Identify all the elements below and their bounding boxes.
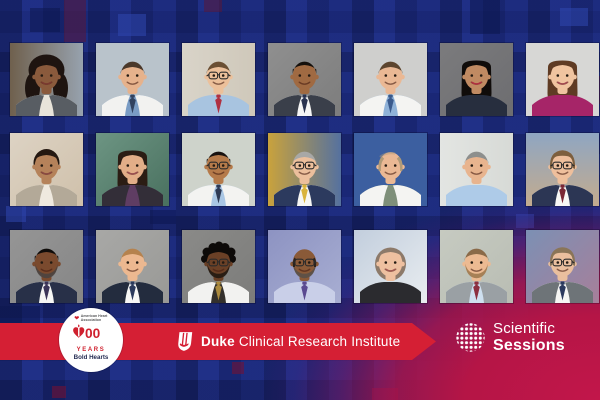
duke-shield-icon xyxy=(178,332,193,351)
aha-org-row: ❤ American Heart Association xyxy=(59,308,123,323)
sessions-line1: Scientific xyxy=(493,320,556,337)
headshot-r2-c7 xyxy=(526,133,599,206)
scientific-sessions-lockup: Scientific Sessions xyxy=(455,321,565,354)
photo-grid-row-3 xyxy=(10,230,599,303)
duke-logo-lockup: Duke Clinical Research Institute xyxy=(177,331,400,352)
aha-zeros: 00 xyxy=(85,326,101,341)
aha-heart-icon: ❤ xyxy=(74,315,80,322)
headshot-r3-c3 xyxy=(182,230,255,303)
headshot-r2-c1 xyxy=(10,133,83,206)
aha-years-label: YEARS xyxy=(76,346,106,353)
dotted-globe-icon xyxy=(456,323,485,352)
aha-org-name: American Heart Association xyxy=(80,314,108,322)
sessions-line2: Sessions xyxy=(493,337,565,354)
photo-grid-row-1 xyxy=(10,43,599,116)
headshot-r3-c1 xyxy=(10,230,83,303)
headshot-r2-c4 xyxy=(268,133,341,206)
headshot-r2-c6 xyxy=(440,133,513,206)
headshot-r1-c5 xyxy=(354,43,427,116)
duke-wordmark: Duke Clinical Research Institute xyxy=(201,334,400,349)
headshot-r3-c5 xyxy=(354,230,427,303)
headshot-r1-c4 xyxy=(268,43,341,116)
sessions-wordmark: Scientific Sessions xyxy=(493,320,565,355)
headshot-r3-c6 xyxy=(440,230,513,303)
aha-tagline: Bold Hearts xyxy=(73,354,109,362)
headshot-r3-c7 xyxy=(526,230,599,303)
aha-100-numeral: 00 xyxy=(73,324,101,341)
institute-words: Clinical Research Institute xyxy=(238,334,401,349)
aha-100-years-badge: ❤ American Heart Association 00 YEARS Bo… xyxy=(59,308,123,372)
duke-word: Duke xyxy=(201,334,235,349)
headshot-r3-c2 xyxy=(96,230,169,303)
headshot-r1-c7 xyxy=(526,43,599,116)
headshot-r3-c4 xyxy=(268,230,341,303)
headshot-r1-c6 xyxy=(440,43,513,116)
headshot-r2-c3 xyxy=(182,133,255,206)
headshot-r1-c1 xyxy=(10,43,83,116)
headshot-r1-c2 xyxy=(96,43,169,116)
headshot-r2-c2 xyxy=(96,133,169,206)
headshot-r1-c3 xyxy=(182,43,255,116)
photo-grid-row-2 xyxy=(10,133,599,206)
headshot-r2-c5 xyxy=(354,133,427,206)
